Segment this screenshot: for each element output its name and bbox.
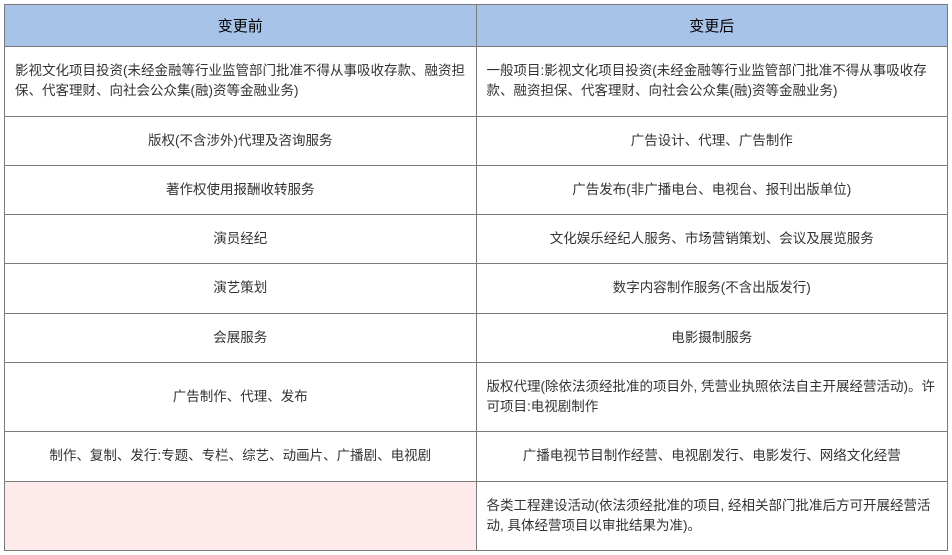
cell-after: 电影摄制服务 xyxy=(476,313,948,362)
cell-before: 会展服务 xyxy=(5,313,477,362)
table-row: 版权(不含涉外)代理及咨询服务广告设计、代理、广告制作 xyxy=(5,116,948,165)
table-row: 影视文化项目投资(未经金融等行业监管部门批准不得从事吸收存款、融资担保、代客理财… xyxy=(5,47,948,117)
cell-after: 广告发布(非广播电台、电视台、报刊出版单位) xyxy=(476,165,948,214)
cell-before: 广告制作、代理、发布 xyxy=(5,362,477,432)
table-row: 各类工程建设活动(依法须经批准的项目, 经相关部门批准后方可开展经营活动, 具体… xyxy=(5,481,948,551)
table-row: 制作、复制、发行:专题、专栏、综艺、动画片、广播剧、电视剧广播电视节目制作经营、… xyxy=(5,432,948,481)
cell-before: 演员经纪 xyxy=(5,215,477,264)
cell-before: 制作、复制、发行:专题、专栏、综艺、动画片、广播剧、电视剧 xyxy=(5,432,477,481)
cell-after: 各类工程建设活动(依法须经批准的项目, 经相关部门批准后方可开展经营活动, 具体… xyxy=(476,481,948,551)
table-row: 著作权使用报酬收转服务广告发布(非广播电台、电视台、报刊出版单位) xyxy=(5,165,948,214)
table-row: 演艺策划数字内容制作服务(不含出版发行) xyxy=(5,264,948,313)
table-row: 演员经纪文化娱乐经纪人服务、市场营销策划、会议及展览服务 xyxy=(5,215,948,264)
cell-after: 广播电视节目制作经营、电视剧发行、电影发行、网络文化经营 xyxy=(476,432,948,481)
header-before: 变更前 xyxy=(5,5,477,47)
comparison-table: 变更前 变更后 影视文化项目投资(未经金融等行业监管部门批准不得从事吸收存款、融… xyxy=(4,4,948,551)
table-row: 会展服务电影摄制服务 xyxy=(5,313,948,362)
header-after: 变更后 xyxy=(476,5,948,47)
table-header-row: 变更前 变更后 xyxy=(5,5,948,47)
cell-after: 版权代理(除依法须经批准的项目外, 凭营业执照依法自主开展经营活动)。许可项目:… xyxy=(476,362,948,432)
cell-before: 影视文化项目投资(未经金融等行业监管部门批准不得从事吸收存款、融资担保、代客理财… xyxy=(5,47,477,117)
cell-before: 著作权使用报酬收转服务 xyxy=(5,165,477,214)
cell-before xyxy=(5,481,477,551)
cell-after: 广告设计、代理、广告制作 xyxy=(476,116,948,165)
cell-before: 演艺策划 xyxy=(5,264,477,313)
cell-after: 文化娱乐经纪人服务、市场营销策划、会议及展览服务 xyxy=(476,215,948,264)
cell-after: 数字内容制作服务(不含出版发行) xyxy=(476,264,948,313)
table-body: 影视文化项目投资(未经金融等行业监管部门批准不得从事吸收存款、融资担保、代客理财… xyxy=(5,47,948,551)
cell-after: 一般项目:影视文化项目投资(未经金融等行业监管部门批准不得从事吸收存款、融资担保… xyxy=(476,47,948,117)
cell-before: 版权(不含涉外)代理及咨询服务 xyxy=(5,116,477,165)
table-row: 广告制作、代理、发布版权代理(除依法须经批准的项目外, 凭营业执照依法自主开展经… xyxy=(5,362,948,432)
